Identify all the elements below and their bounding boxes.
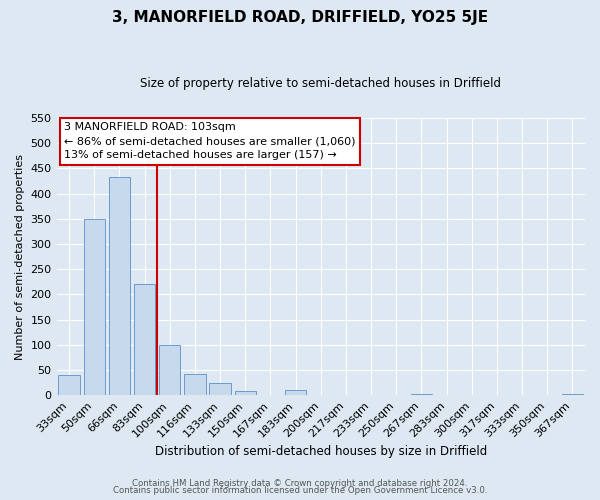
Text: Contains HM Land Registry data © Crown copyright and database right 2024.: Contains HM Land Registry data © Crown c…: [132, 478, 468, 488]
Text: 3, MANORFIELD ROAD, DRIFFIELD, YO25 5JE: 3, MANORFIELD ROAD, DRIFFIELD, YO25 5JE: [112, 10, 488, 25]
Bar: [83, 219, 105, 395]
Bar: [109, 177, 130, 395]
Bar: [285, 390, 307, 395]
Bar: [58, 375, 80, 395]
Bar: [184, 374, 206, 395]
Bar: [411, 394, 432, 395]
Text: 3 MANORFIELD ROAD: 103sqm
← 86% of semi-detached houses are smaller (1,060)
13% : 3 MANORFIELD ROAD: 103sqm ← 86% of semi-…: [64, 122, 356, 160]
Bar: [134, 284, 155, 395]
Text: Contains public sector information licensed under the Open Government Licence v3: Contains public sector information licen…: [113, 486, 487, 495]
Bar: [235, 391, 256, 395]
Bar: [209, 382, 231, 395]
Bar: [159, 345, 181, 395]
Title: Size of property relative to semi-detached houses in Driffield: Size of property relative to semi-detach…: [140, 78, 501, 90]
Y-axis label: Number of semi-detached properties: Number of semi-detached properties: [15, 154, 25, 360]
Bar: [562, 394, 583, 395]
X-axis label: Distribution of semi-detached houses by size in Driffield: Distribution of semi-detached houses by …: [155, 444, 487, 458]
